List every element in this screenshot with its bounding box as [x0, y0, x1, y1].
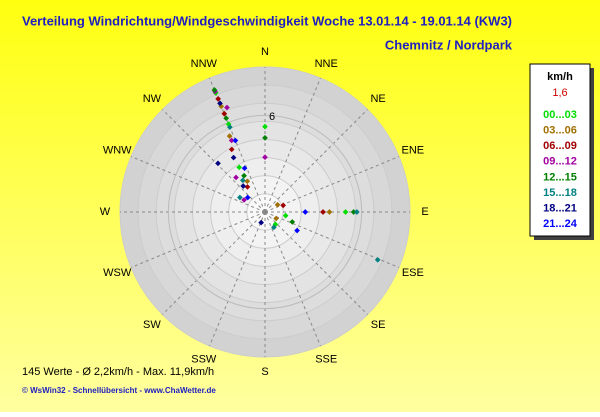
data-point	[236, 164, 243, 171]
data-point	[226, 133, 233, 139]
direction-label: WNW	[103, 145, 132, 157]
data-point	[294, 227, 300, 234]
data-point	[241, 165, 248, 172]
data-point	[374, 257, 381, 263]
legend-entry: 06...09	[543, 140, 577, 152]
chart-subtitle: Chemnitz / Nordpark	[385, 37, 513, 52]
spoke	[209, 211, 266, 347]
data-point	[354, 209, 360, 215]
legend-entry: 12...15	[543, 171, 577, 183]
data-point	[241, 197, 247, 203]
spoke	[264, 211, 321, 347]
legend-entry: 18...21	[543, 203, 577, 215]
data-point	[240, 183, 247, 189]
direction-label: ENE	[402, 145, 425, 157]
data-point	[237, 194, 243, 201]
data-point	[230, 154, 237, 161]
credit: © WsWin32 - Schnellübersicht - www.ChaWe…	[22, 386, 216, 395]
data-point	[350, 209, 357, 215]
spoke	[264, 156, 400, 213]
data-point	[326, 209, 333, 215]
spoke	[130, 211, 266, 268]
data-point	[224, 104, 230, 111]
direction-label: NE	[370, 93, 385, 105]
data-point	[262, 123, 268, 130]
direction-label: SE	[371, 319, 386, 331]
data-point	[280, 202, 286, 209]
legend-title: km/h	[547, 71, 573, 83]
data-point	[302, 209, 309, 215]
data-point	[262, 135, 268, 141]
legend-box	[529, 63, 591, 237]
data-point	[217, 100, 223, 107]
direction-label: W	[100, 206, 111, 218]
direction-label: S	[261, 366, 268, 378]
data-point	[221, 110, 228, 117]
data-point	[228, 146, 235, 153]
data-point	[211, 87, 218, 93]
spoke	[264, 211, 368, 315]
r-tick-label: 6	[269, 111, 275, 123]
data-point	[215, 96, 221, 102]
direction-label: NNE	[315, 58, 338, 70]
direction-label: SSW	[191, 354, 217, 366]
data-point	[227, 124, 233, 130]
data-point	[241, 172, 247, 179]
data-point	[262, 154, 268, 161]
direction-label: E	[421, 206, 428, 218]
direction-label: SSE	[315, 354, 337, 366]
data-point	[223, 115, 229, 122]
direction-label: NNW	[191, 58, 218, 70]
direction-label: SW	[143, 319, 161, 331]
data-point	[233, 174, 239, 181]
legend-entry: 21...24	[543, 218, 578, 230]
spoke	[130, 156, 266, 213]
legend-entry: 09...12	[543, 156, 577, 168]
legend-entry: 03...06	[543, 125, 577, 137]
data-point	[320, 209, 326, 215]
direction-label: N	[261, 46, 269, 58]
data-point	[273, 215, 279, 222]
direction-label: WSW	[103, 267, 132, 279]
data-point	[342, 209, 349, 215]
data-point	[258, 219, 264, 226]
data-point	[232, 137, 239, 144]
data-point	[244, 184, 251, 190]
direction-label: ESE	[402, 267, 424, 279]
data-point	[215, 160, 221, 167]
data-point	[228, 137, 235, 144]
data-point	[239, 177, 246, 184]
direction-label: NW	[143, 93, 162, 105]
data-point	[271, 224, 277, 231]
data-point	[244, 194, 251, 201]
legend-entry: 15...18	[543, 187, 577, 199]
spoke	[264, 109, 368, 213]
data-point	[282, 212, 289, 219]
spoke	[162, 211, 266, 315]
grid-ring	[167, 114, 363, 310]
data-point	[274, 201, 281, 208]
data-point	[289, 219, 296, 225]
spoke	[264, 77, 321, 213]
data-point	[244, 178, 251, 185]
legend-entry: 00...03	[543, 109, 577, 121]
footer: 145 Werte - Ø 2,2km/h - Max. 11,9km/h	[22, 366, 214, 378]
chart-title: Verteilung Windrichtung/Windgeschwindigk…	[22, 13, 512, 28]
legend-value: 1,6	[552, 87, 567, 99]
